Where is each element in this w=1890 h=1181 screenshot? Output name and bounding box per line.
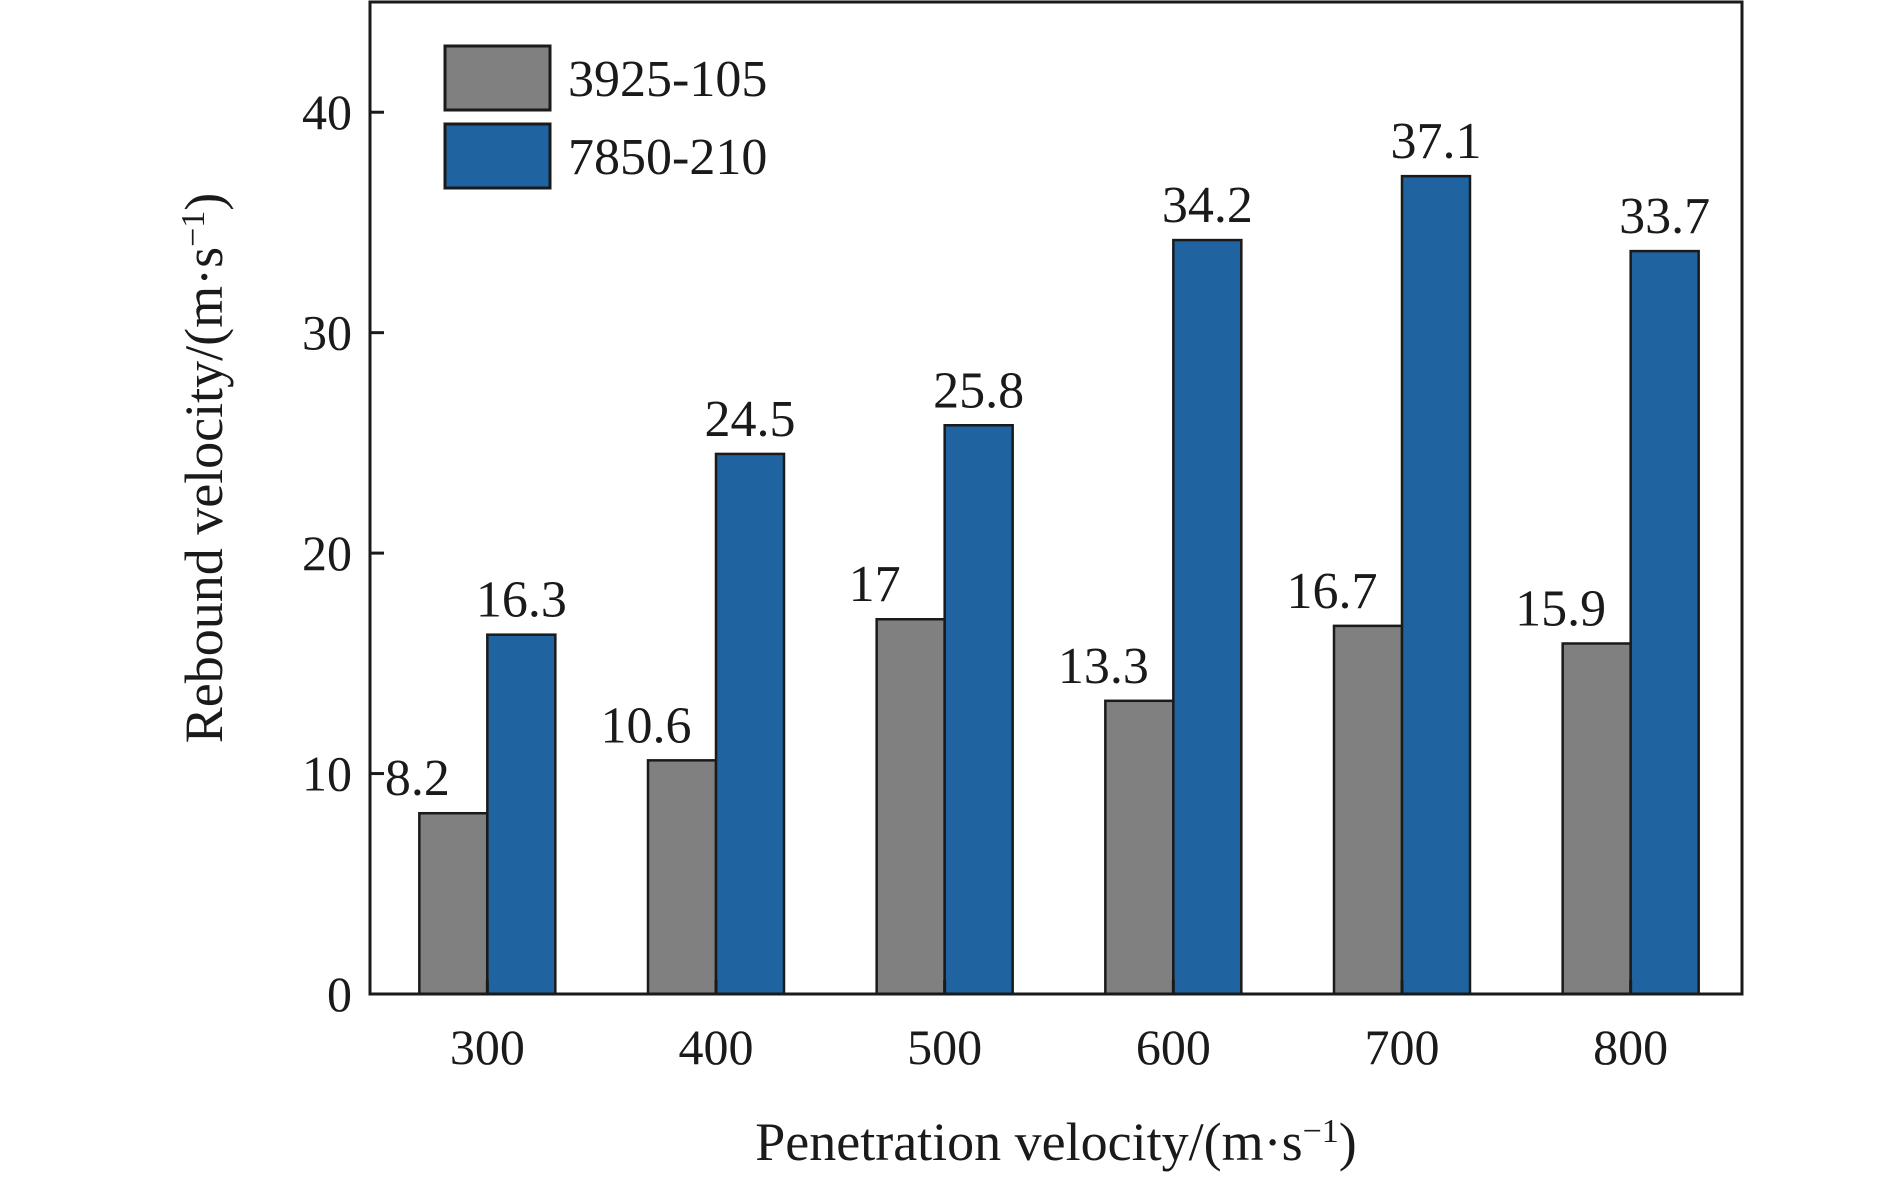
y-axis: 0 10 20 30 40 [302,84,384,1022]
bar-3925-105-700 [1332,624,1404,996]
data-label-7850-210-800: 33.7 [1619,188,1710,245]
plot-area-frame [368,0,1744,996]
bar-3925-105-600 [1104,699,1175,996]
data-label-3925-105-700: 16.7 [1287,563,1378,620]
bar-7850-210-500 [943,424,1014,996]
bar-3925-105-800 [1561,642,1632,996]
legend-swatch-3925-105 [443,44,552,112]
bar-7850-210-700 [1400,174,1472,996]
bar-3925-105-300 [418,811,489,996]
x-tick-label: 800 [1593,1019,1668,1075]
legend: 3925-105 7850-210 [443,44,767,190]
y-tick-label: 10 [302,746,352,802]
data-label-3925-105-800: 15.9 [1515,580,1606,637]
x-axis-title-superscript: −1 [1303,1113,1339,1150]
bar-7850-210-600 [1172,238,1243,996]
bars-group [418,174,1700,996]
data-label-7850-210-500: 25.8 [933,362,1024,419]
data-label-3925-105-500: 17 [849,556,901,613]
x-tick-label: 600 [1136,1019,1211,1075]
x-tick-label: 500 [907,1019,982,1075]
y-tick-label: 30 [302,305,352,361]
data-label-7850-210-600: 34.2 [1162,177,1253,234]
y-axis-title-superscript: −1 [175,211,212,247]
legend-swatch-7850-210 [443,122,552,190]
data-label-3925-105-300: 8.2 [385,750,450,807]
y-tick-label: 40 [302,84,352,140]
y-tick-label: 0 [327,966,352,1022]
data-labels-group: 8.2 16.3 10.6 24.5 17 25.8 13.3 34.2 16.7 37.1 15.… [385,113,1710,807]
y-tick-label: 20 [302,525,352,581]
bar-7850-210-800 [1629,249,1700,996]
data-label-7850-210-700: 37.1 [1391,113,1482,170]
data-label-3925-105-600: 13.3 [1058,638,1149,695]
x-axis: 300 400 500 600 700 800 [450,980,1668,1075]
data-label-7850-210-300: 16.3 [476,572,567,629]
x-axis-title: Penetration velocity/(m·s−1) [755,1112,1357,1172]
data-label-3925-105-400: 10.6 [601,697,692,754]
legend-label-3925-105: 3925-105 [568,51,767,108]
x-tick-label: 400 [679,1019,754,1075]
data-label-7850-210-400: 24.5 [705,391,796,448]
x-tick-label: 300 [450,1019,525,1075]
bar-3925-105-400 [646,759,718,996]
legend-label-7850-210: 7850-210 [568,129,767,186]
x-tick-label: 700 [1365,1019,1440,1075]
bar-3925-105-500 [875,617,946,996]
y-axis-title: Rebound velocity/(m·s−1) [174,193,234,744]
bar-7850-210-400 [714,452,786,996]
bar-7850-210-300 [486,633,557,996]
